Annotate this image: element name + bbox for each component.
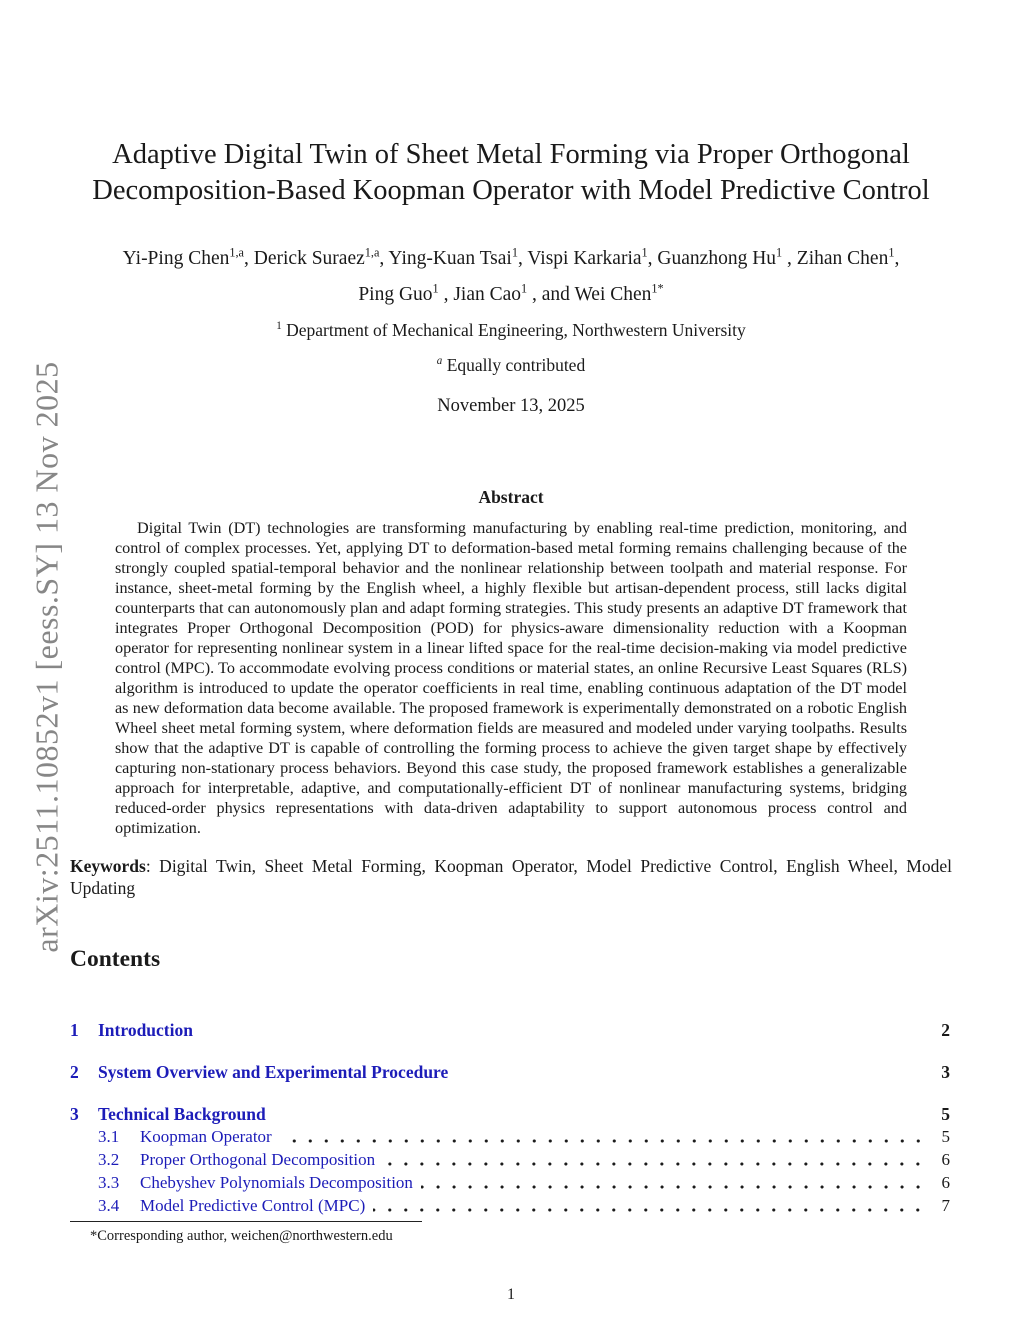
toc-page-number: 6 (941, 1150, 951, 1169)
author-separator: , (894, 248, 900, 269)
toc-dot-leader (279, 1126, 926, 1148)
author-name: , and Wei Chen1* (527, 281, 664, 305)
toc-section-number: 3 (70, 1104, 79, 1124)
toc-subsection-title: Koopman Operator (140, 1127, 272, 1146)
toc-subsection-title: Chebyshev Polynomials Decomposition (140, 1173, 413, 1192)
toc-subsection-number: 3.4 (98, 1196, 120, 1215)
toc-subsection-number: 3.3 (98, 1173, 120, 1192)
table-of-contents: 1 Introduction 2 2 System Overview and E… (70, 1019, 950, 1217)
toc-page-number: 2 (941, 1020, 950, 1040)
toc-subsection-title: Proper Orthogonal Decomposition (140, 1150, 376, 1169)
footnote-divider (70, 1221, 422, 1222)
author-name: Ping Guo1 (358, 281, 439, 305)
toc-page-number: 5 (941, 1127, 951, 1146)
contents-heading: Contents (70, 946, 161, 972)
author-name: , Guanzhong Hu1 (647, 245, 783, 269)
toc-entry-koopman-operator[interactable]: 3.1 Koopman Operator 5 (70, 1126, 950, 1148)
author-name: , Jian Cao1 (438, 281, 528, 305)
author-name: Yi-Ping Chen1,a (122, 245, 245, 269)
author-name: , Ying-Kuan Tsai1 (379, 245, 518, 269)
toc-subsection-number: 3.2 (98, 1150, 120, 1169)
arxiv-watermark: arXiv:2511.10852v1 [eess.SY] 13 Nov 2025 (28, 361, 65, 953)
title-line-2: Decomposition-Based Koopman Operator wit… (92, 175, 930, 206)
toc-page-number: 3 (941, 1062, 950, 1082)
author-list-line-2: Ping Guo1 , Jian Cao1 , and Wei Chen1* (70, 281, 952, 307)
toc-entry-technical-background[interactable]: 3 Technical Background 5 (70, 1103, 950, 1125)
toc-subsection-title: Model Predictive Control (MPC) (140, 1196, 366, 1215)
toc-section-number: 1 (70, 1020, 79, 1040)
toc-section-title: Technical Background (98, 1104, 266, 1124)
keywords-label: Keywords (70, 856, 146, 876)
toc-page-number: 7 (941, 1196, 951, 1215)
toc-section-title: System Overview and Experimental Procedu… (98, 1062, 449, 1082)
author-name: , Derick Suraez1,a (244, 245, 380, 269)
toc-dot-leader (383, 1149, 926, 1171)
toc-section-number: 2 (70, 1062, 79, 1082)
author-name: , Zihan Chen1 (782, 245, 895, 269)
toc-page-number: 6 (941, 1173, 951, 1192)
author-name: , Vispi Karkaria1 (517, 245, 648, 269)
toc-page-number: 5 (941, 1104, 950, 1124)
toc-leader (274, 1103, 926, 1125)
title-line-1: Adaptive Digital Twin of Sheet Metal For… (112, 139, 910, 170)
toc-entry-model-predictive-control[interactable]: 3.4 Model Predictive Control (MPC) 7 (70, 1195, 950, 1217)
corresponding-author-note: *Corresponding author, weichen@northwest… (90, 1228, 393, 1244)
abstract-heading: Abstract (478, 487, 544, 507)
equal-contribution-note: a Equally contributed (436, 355, 586, 375)
toc-dot-leader (420, 1172, 926, 1194)
author-list-line-1: Yi-Ping Chen1,a, Derick Suraez1,a, Ying-… (70, 245, 952, 271)
affiliation: 1 Department of Mechanical Engineering, … (276, 320, 746, 340)
toc-entry-proper-orthogonal-decomposition[interactable]: 3.2 Proper Orthogonal Decomposition 6 (70, 1149, 950, 1171)
toc-dot-leader (373, 1195, 926, 1217)
publication-date: November 13, 2025 (437, 396, 585, 416)
toc-entry-introduction[interactable]: 1 Introduction 2 (70, 1019, 950, 1041)
page-number: 1 (507, 1286, 515, 1303)
keywords-text: : Digital Twin, Sheet Metal Forming, Koo… (70, 856, 952, 898)
toc-leader (456, 1061, 926, 1083)
toc-leader (201, 1019, 926, 1041)
toc-entry-system-overview[interactable]: 2 System Overview and Experimental Proce… (70, 1061, 950, 1083)
paper-page: Adaptive Digital Twin of Sheet Metal For… (70, 0, 952, 1325)
toc-subsection-number: 3.1 (98, 1127, 120, 1146)
keywords-line: Keywords: Digital Twin, Sheet Metal Form… (70, 855, 952, 899)
abstract-text: Digital Twin (DT) technologies are trans… (115, 519, 907, 837)
toc-entry-chebyshev-polynomials[interactable]: 3.3 Chebyshev Polynomials Decomposition … (70, 1172, 950, 1194)
page-title: Adaptive Digital Twin of Sheet Metal For… (70, 137, 952, 209)
toc-section-title: Introduction (98, 1020, 193, 1040)
